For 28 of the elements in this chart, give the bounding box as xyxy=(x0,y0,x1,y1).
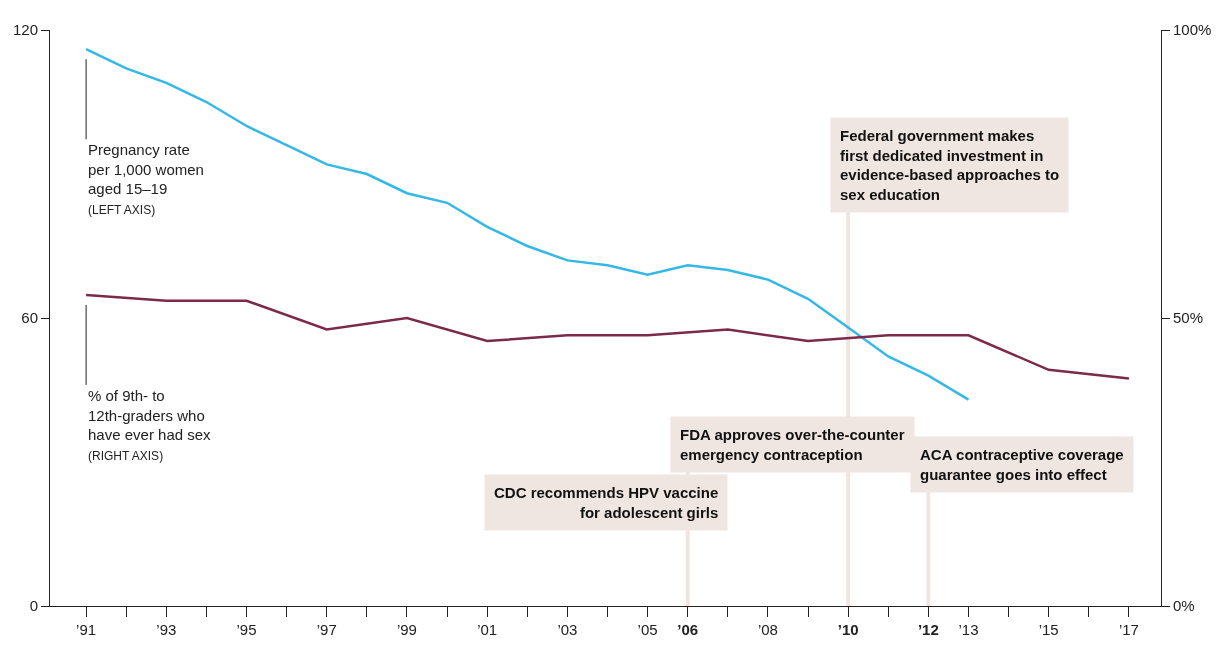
line-series xyxy=(84,293,1131,380)
x-tick-label: ’99 xyxy=(396,621,417,638)
ref-line-label: FDA approves over-the-counter emergency contraception xyxy=(680,426,905,463)
y2-tick-label: 0% xyxy=(1173,597,1195,615)
x-tick-label: ’91 xyxy=(76,621,97,638)
y-tick-label: 60 xyxy=(21,309,38,327)
x-tick-label: ’17 xyxy=(1118,621,1139,638)
x-tick-label: ’15 xyxy=(1038,621,1059,638)
text: % of 9th- to 12th-graders who have ever had sex (RIGHT AXIS) xyxy=(88,387,212,463)
x-tick-label: ’93 xyxy=(156,621,177,638)
y2-tick-label: 100% xyxy=(1173,21,1212,39)
x-tick-label: ’13 xyxy=(958,621,979,638)
ref-line-label: ACA contraceptive coverage guarantee goes into effect xyxy=(920,446,1124,483)
y2-tick-label: 50% xyxy=(1173,309,1204,327)
x-tick-label: ’05 xyxy=(637,621,658,638)
x-tick-label: ’10 xyxy=(837,621,859,638)
x-tick-label: ’12 xyxy=(917,621,939,638)
annotation: CDC recommends HPV vaccine for adolescent girls xyxy=(494,484,719,521)
text: Pregnancy rate per 1,000 women aged 15–19 (LEFT AXIS) xyxy=(88,141,204,217)
y-tick-label: 120 xyxy=(12,21,38,39)
x-tick-label: ’97 xyxy=(316,621,337,638)
x-tick-label: ’01 xyxy=(477,621,498,638)
x-tick-label: ’06 xyxy=(677,621,699,638)
ref-line-label: Federal government makes first dedicated investment in evidence-based approaches to sex education xyxy=(840,127,1060,203)
x-tick-label: ’95 xyxy=(236,621,257,638)
y-tick-label: 0 xyxy=(29,597,38,615)
x-tick-label: ’08 xyxy=(757,621,778,638)
x-tick-label: ’03 xyxy=(557,621,578,638)
